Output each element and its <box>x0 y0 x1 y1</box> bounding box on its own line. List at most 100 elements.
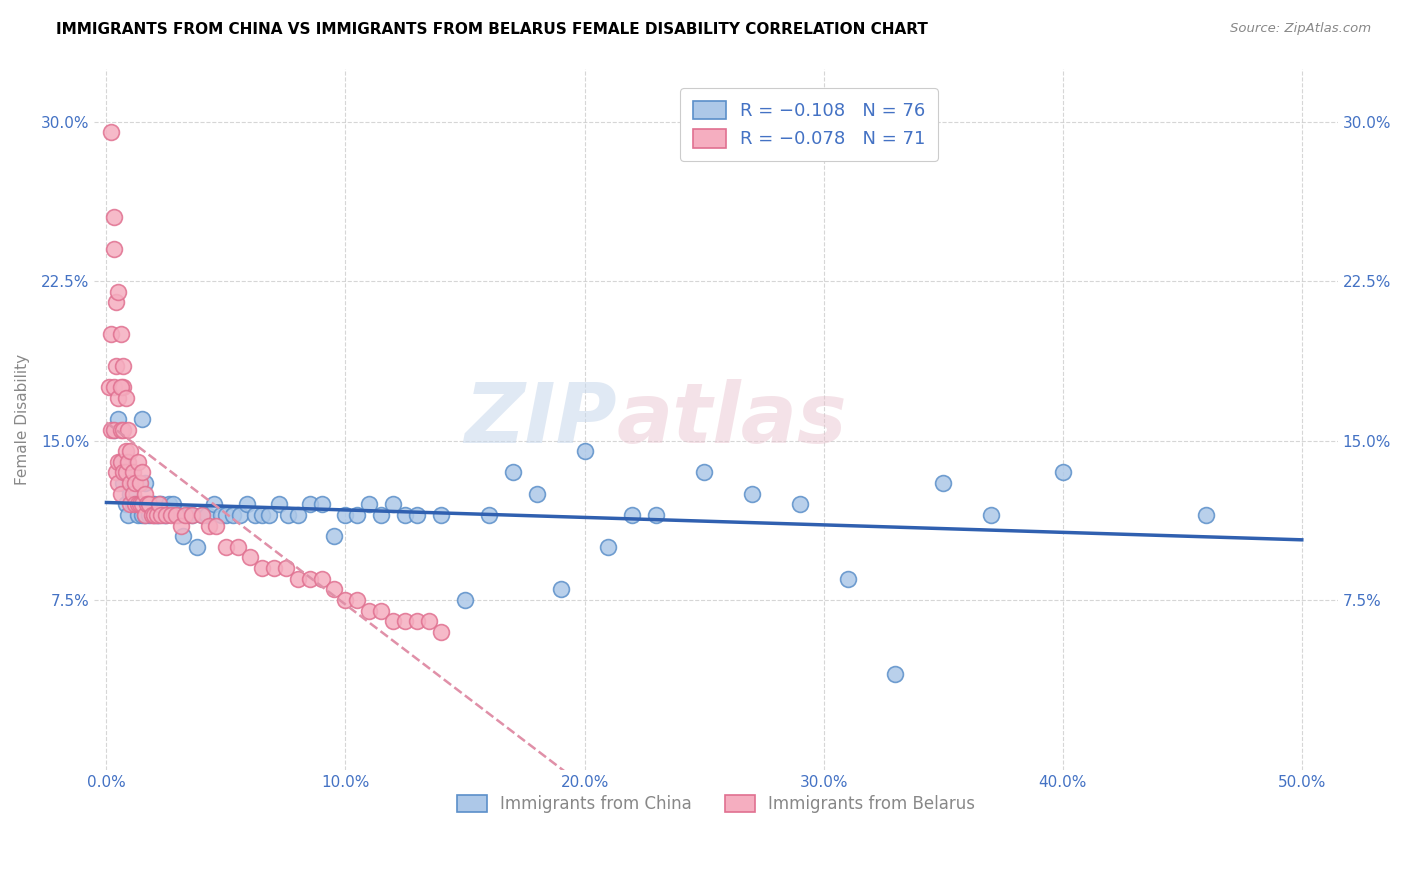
Point <box>110 455 132 469</box>
Point <box>131 497 153 511</box>
Point <box>131 412 153 426</box>
Point <box>160 508 183 522</box>
Point <box>103 211 125 225</box>
Point <box>110 455 132 469</box>
Point <box>120 444 142 458</box>
Point <box>128 476 150 491</box>
Point <box>181 508 204 522</box>
Point <box>112 466 135 480</box>
Point <box>100 125 122 139</box>
Point <box>114 497 136 511</box>
Point <box>418 614 440 628</box>
Point <box>112 380 135 394</box>
Text: atlas: atlas <box>617 379 848 459</box>
Point <box>346 508 368 522</box>
Point <box>110 327 132 342</box>
Point <box>574 444 596 458</box>
Point <box>1195 508 1218 522</box>
Point <box>127 455 149 469</box>
Point <box>277 508 299 522</box>
Point <box>430 508 453 522</box>
Point <box>100 327 122 342</box>
Point <box>287 572 309 586</box>
Point <box>406 508 429 522</box>
Point <box>195 508 218 522</box>
Point <box>322 582 344 597</box>
Point <box>155 508 177 522</box>
Point <box>134 508 156 522</box>
Point <box>454 593 477 607</box>
Point <box>107 476 129 491</box>
Point <box>550 582 572 597</box>
Point <box>112 359 135 373</box>
Point <box>645 508 668 522</box>
Point <box>138 497 160 511</box>
Point <box>370 603 392 617</box>
Point <box>103 380 125 394</box>
Point <box>124 476 146 491</box>
Point <box>215 540 238 554</box>
Point <box>114 391 136 405</box>
Point <box>148 497 170 511</box>
Point <box>112 476 135 491</box>
Point <box>150 508 173 522</box>
Point <box>177 508 200 522</box>
Point <box>134 508 156 522</box>
Point <box>359 603 381 617</box>
Point <box>250 508 273 522</box>
Point <box>172 529 194 543</box>
Point <box>120 486 142 500</box>
Text: ZIP: ZIP <box>464 379 617 459</box>
Point <box>191 508 214 522</box>
Point <box>138 508 160 522</box>
Point <box>127 508 149 522</box>
Point <box>157 497 180 511</box>
Point <box>382 497 405 511</box>
Point <box>502 466 524 480</box>
Point <box>370 508 392 522</box>
Point <box>346 593 368 607</box>
Point <box>298 572 321 586</box>
Point <box>112 423 135 437</box>
Point <box>311 497 333 511</box>
Point <box>117 455 139 469</box>
Point <box>430 624 453 639</box>
Point <box>131 466 153 480</box>
Point <box>124 497 146 511</box>
Point <box>741 486 763 500</box>
Text: Source: ZipAtlas.com: Source: ZipAtlas.com <box>1230 22 1371 36</box>
Point <box>143 508 166 522</box>
Point <box>114 466 136 480</box>
Point <box>884 667 907 681</box>
Point <box>932 476 955 491</box>
Point <box>141 508 163 522</box>
Point <box>148 508 170 522</box>
Point <box>134 486 156 500</box>
Point <box>121 466 143 480</box>
Point <box>165 508 187 522</box>
Point <box>143 497 166 511</box>
Point <box>128 497 150 511</box>
Point <box>121 497 143 511</box>
Point <box>114 444 136 458</box>
Point <box>274 561 297 575</box>
Point <box>250 561 273 575</box>
Point <box>128 497 150 511</box>
Point <box>110 380 132 394</box>
Point <box>103 242 125 256</box>
Point <box>837 572 859 586</box>
Point <box>104 359 127 373</box>
Point <box>267 497 290 511</box>
Point <box>167 508 190 522</box>
Point <box>153 508 176 522</box>
Point <box>120 476 142 491</box>
Point <box>311 572 333 586</box>
Point <box>150 497 173 511</box>
Point <box>394 508 416 522</box>
Point <box>257 508 280 522</box>
Point <box>191 508 214 522</box>
Point <box>222 508 245 522</box>
Point <box>117 508 139 522</box>
Point <box>322 529 344 543</box>
Point <box>134 476 156 491</box>
